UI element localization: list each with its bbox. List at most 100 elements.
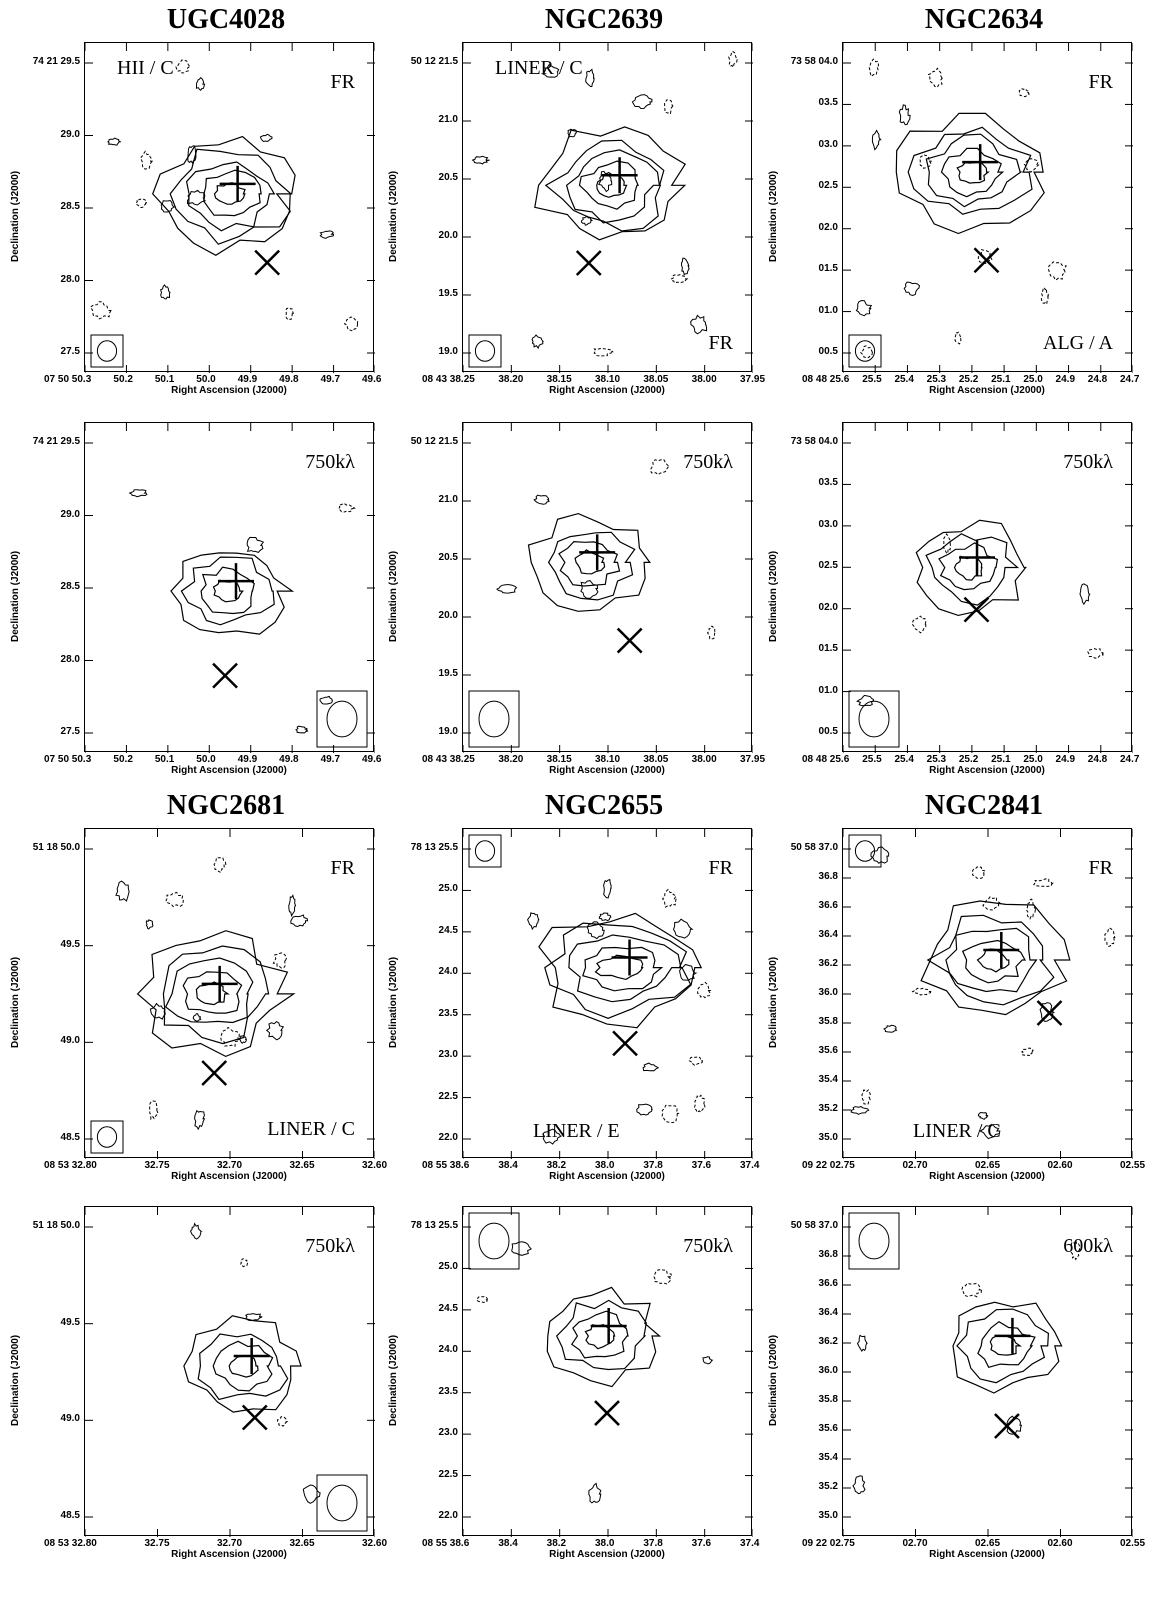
panel-annotation: 750kλ xyxy=(1063,451,1113,473)
y-tick-label: 20.5 xyxy=(438,172,458,183)
contour-line xyxy=(570,1310,629,1359)
optical-x-marker xyxy=(254,249,281,276)
contour-line xyxy=(180,556,275,626)
y-tick-label: 22.5 xyxy=(438,1468,458,1480)
noise-contour xyxy=(693,1094,706,1114)
contour-plot xyxy=(85,43,375,373)
noise-contour xyxy=(115,880,130,902)
panel-annotation: LINER / C xyxy=(913,1120,1001,1142)
contour-map-ngc2639-bot: 750kλ xyxy=(462,422,753,753)
x-tick-label: 49.8 xyxy=(279,754,299,765)
x-tick-label: 37.95 xyxy=(740,754,766,765)
noise-contour xyxy=(239,1258,249,1268)
noise-contour xyxy=(239,1034,247,1044)
contour-plot xyxy=(843,423,1133,753)
y-tick-label: 36.2 xyxy=(818,1336,838,1347)
position-plus-marker xyxy=(233,1337,270,1374)
noise-contour xyxy=(285,307,295,320)
y-axis-label: Declination (J2000) xyxy=(388,550,399,642)
y-tick-label: 35.6 xyxy=(818,1423,838,1434)
optical-x-marker xyxy=(612,1030,638,1057)
panel-title: NGC2655 xyxy=(544,790,664,821)
contour-line xyxy=(195,981,230,1006)
noise-contour xyxy=(272,952,288,969)
noise-contour xyxy=(245,1313,263,1322)
x-tick-label: 37.4 xyxy=(740,1538,760,1549)
y-tick-label: 36.8 xyxy=(818,871,838,882)
x-tick-label: 08 53 32.80 xyxy=(44,1538,97,1549)
noise-contour xyxy=(246,536,265,553)
beam-ellipse xyxy=(474,340,496,362)
y-tick-label: 29.0 xyxy=(60,128,80,140)
optical-x-marker xyxy=(201,1060,228,1086)
position-plus-marker xyxy=(217,563,254,600)
noise-contour xyxy=(302,1484,321,1504)
contour-map-ngc2655-bot: 750kλ xyxy=(462,1206,753,1537)
beam-box xyxy=(848,334,882,368)
position-plus-marker xyxy=(590,1308,627,1345)
noise-contour xyxy=(1104,927,1116,947)
panel-annotation: ALG / A xyxy=(1043,332,1113,354)
noise-contour xyxy=(527,912,540,931)
optical-x-marker xyxy=(575,250,602,276)
x-tick-label: 38.4 xyxy=(498,1538,518,1549)
x-tick-label: 25.3 xyxy=(926,754,947,765)
x-tick-label: 37.6 xyxy=(691,1538,712,1549)
y-tick-label: 24.5 xyxy=(438,1302,458,1314)
x-tick-label: 49.6 xyxy=(362,374,382,385)
y-tick-label: 23.0 xyxy=(438,1049,458,1061)
x-tick-label: 08 53 32.80 xyxy=(44,1160,97,1171)
noise-contour xyxy=(883,1024,898,1033)
beam-ellipse xyxy=(478,700,510,738)
beam-box xyxy=(316,1474,368,1532)
noise-contour xyxy=(496,584,518,594)
noise-contour xyxy=(954,331,962,345)
y-tick-label: 25.0 xyxy=(438,883,458,895)
panel-title: NGC2841 xyxy=(924,790,1044,821)
y-tick-label: 20.0 xyxy=(438,230,458,241)
contour-plot xyxy=(463,829,753,1159)
noise-contour xyxy=(580,215,594,226)
contour-line xyxy=(212,579,244,603)
contour-line xyxy=(584,1324,616,1350)
x-tick-label: 02.65 xyxy=(975,1160,1001,1171)
optical-x-marker xyxy=(212,662,238,689)
x-tick-label: 09 22 02.75 xyxy=(802,1538,855,1549)
beam-ellipse xyxy=(96,1126,118,1148)
contour-line xyxy=(162,945,270,1045)
panel-title: UGC4028 xyxy=(166,4,286,35)
contour-line xyxy=(594,954,644,981)
noise-contour xyxy=(653,1269,673,1285)
x-tick-label: 02.55 xyxy=(1120,1538,1146,1549)
contour-plot xyxy=(85,829,375,1159)
noise-contour xyxy=(1040,286,1049,305)
x-tick-label: 25.5 xyxy=(862,754,882,765)
beam-ellipse xyxy=(96,340,118,362)
beam-box xyxy=(468,334,502,368)
noise-contour xyxy=(598,912,612,922)
noise-contour xyxy=(856,1334,868,1353)
noise-contour xyxy=(661,888,677,908)
x-tick-label: 38.15 xyxy=(546,374,572,385)
y-tick-label: 49.5 xyxy=(60,938,80,950)
contour-line xyxy=(925,133,1023,208)
x-tick-label: 38.10 xyxy=(595,754,621,765)
contour-plot xyxy=(463,1207,753,1537)
position-plus-marker xyxy=(579,534,616,571)
y-tick-label: 74 21 29.5 xyxy=(32,436,80,447)
noise-contour xyxy=(128,489,148,498)
panel-annotation: FR xyxy=(1088,857,1113,879)
x-tick-label: 25.4 xyxy=(894,374,914,385)
contour-line xyxy=(956,1308,1050,1384)
y-tick-label: 49.0 xyxy=(60,1035,80,1047)
contour-line xyxy=(555,1299,647,1371)
y-axis-label: Declination (J2000) xyxy=(10,550,21,642)
contour-plot xyxy=(463,423,753,753)
contour-line xyxy=(546,1286,662,1388)
x-tick-label: 38.00 xyxy=(691,754,717,765)
y-tick-label: 22.5 xyxy=(438,1090,458,1102)
noise-contour xyxy=(871,129,882,151)
x-tick-label: 38.20 xyxy=(498,754,524,765)
x-tick-label: 38.10 xyxy=(595,374,621,385)
noise-contour xyxy=(728,51,738,69)
